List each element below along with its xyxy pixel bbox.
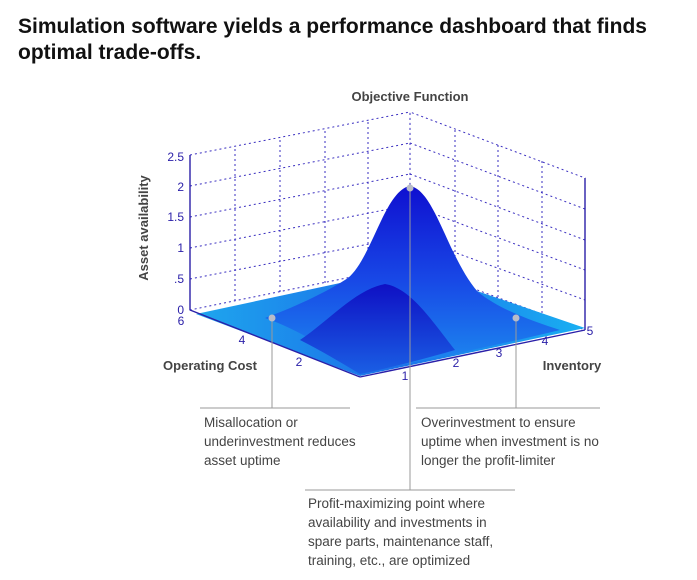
z-ticks: 0 .5 1 1.5 2 2.5 — [167, 150, 184, 317]
x-tick: 6 — [178, 314, 185, 328]
z-tick: .5 — [174, 272, 184, 286]
z-tick: 2.5 — [167, 150, 184, 164]
caption-middle: Profit-maximizing point where availabili… — [308, 496, 494, 568]
axes-frame — [189, 155, 586, 378]
x-axis-label: Operating Cost — [163, 358, 258, 373]
z-tick: 1.5 — [167, 210, 184, 224]
marker-left — [268, 314, 276, 322]
z-axis-label: Asset availability — [136, 174, 151, 280]
y-tick: 1 — [402, 369, 409, 383]
y-tick: 2 — [453, 356, 460, 370]
caption-right: Overinvestment to ensure uptime when inv… — [421, 415, 599, 468]
y-tick: 3 — [496, 346, 503, 360]
z-tick: 2 — [177, 180, 184, 194]
z-tick: 1 — [177, 241, 184, 255]
chart-title: Objective Function — [351, 89, 468, 104]
x-tick: 2 — [296, 355, 303, 369]
x-tick: 4 — [239, 333, 246, 347]
surface-secondary-hump — [300, 284, 455, 374]
caption-left: Misallocation or underinvestment reduces… — [204, 415, 356, 468]
x-ticks: 6 4 2 — [178, 314, 303, 369]
y-axis-label: Inventory — [543, 358, 602, 373]
marker-peak — [406, 184, 414, 192]
callout-markers — [268, 184, 520, 322]
y-tick: 4 — [542, 334, 549, 348]
callout-leaders — [200, 188, 600, 491]
headline: Simulation software yields a performance… — [18, 15, 647, 64]
marker-right — [512, 314, 520, 322]
z-tick: 0 — [177, 303, 184, 317]
y-ticks: 1 2 3 4 5 — [402, 324, 594, 383]
y-tick: 5 — [587, 324, 594, 338]
